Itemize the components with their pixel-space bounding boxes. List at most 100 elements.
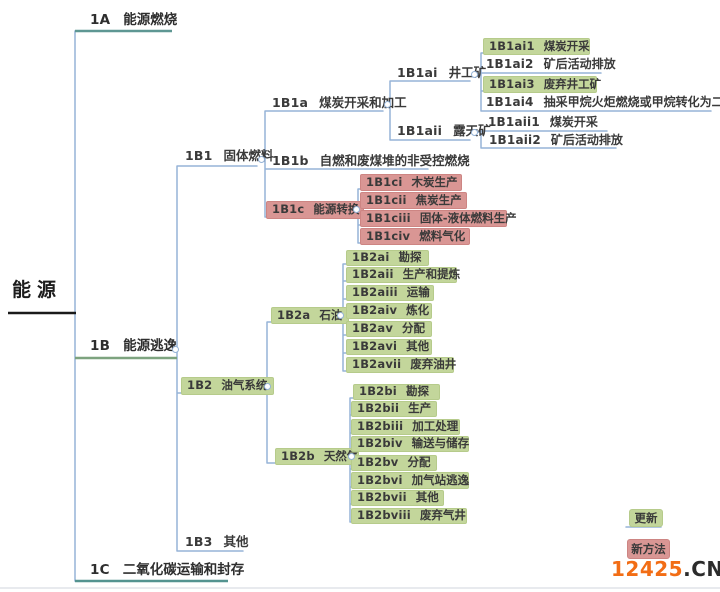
node-1B2aiv[interactable]: 1B2aiv 炼化 bbox=[346, 303, 432, 319]
node-1B2avi[interactable]: 1B2avi 其他 bbox=[346, 339, 432, 355]
node-code: 1B bbox=[90, 338, 111, 354]
node-1B1ai1[interactable]: 1B1ai1 煤炭开采 bbox=[483, 38, 590, 55]
node-code: 1B1aii2 bbox=[489, 133, 541, 147]
node-code: 1B2avii bbox=[352, 357, 402, 372]
collapse-toggle-1B1c[interactable] bbox=[353, 206, 360, 213]
node-code: 1B2av bbox=[352, 321, 394, 336]
node-label: 木炭生产 bbox=[411, 174, 458, 189]
node-label: 固体-液体燃料生产 bbox=[419, 210, 517, 225]
node-code: 1B1cii bbox=[366, 192, 407, 207]
collapse-toggle-1B2b[interactable] bbox=[348, 453, 355, 460]
legend-new-method-label: 新方法 bbox=[631, 542, 666, 556]
node-1B2a[interactable]: 1B2a 石油 bbox=[271, 307, 349, 324]
node-1B2bi[interactable]: 1B2bi 勘探 bbox=[353, 384, 440, 400]
node-1B1ai4[interactable]: 1B1ai4 抽采甲烷火炬燃烧或甲烷转化为二氧化碳 bbox=[486, 95, 720, 110]
node-1B2bviii[interactable]: 1B2bviii 废弃气井 bbox=[351, 508, 467, 524]
node-1B2aiii[interactable]: 1B2aiii 运输 bbox=[346, 285, 434, 301]
node-1B2bvii[interactable]: 1B2bvii 其他 bbox=[351, 490, 444, 506]
node-code: 1B2avi bbox=[352, 339, 398, 354]
node-code: 1A bbox=[90, 12, 111, 28]
node-code: 1B1aii bbox=[397, 123, 443, 138]
node-label: 煤炭开采 bbox=[543, 38, 590, 53]
node-code: 1B2bvii bbox=[357, 490, 407, 505]
node-label: 勘探 bbox=[405, 384, 429, 399]
node-1B1civ[interactable]: 1B1civ 燃料气化 bbox=[360, 228, 470, 245]
node-1B2avii[interactable]: 1B2avii 废弃油井 bbox=[346, 357, 457, 373]
node-code: 1B2bi bbox=[359, 384, 397, 399]
node-1B1ai2[interactable]: 1B1ai2 矿后活动排放 bbox=[486, 57, 616, 72]
node-1B[interactable]: 1B 能源逃逸 bbox=[90, 338, 178, 355]
node-label: 能源逃逸 bbox=[123, 338, 178, 354]
node-label: 其他 bbox=[406, 339, 430, 354]
node-1B1cii[interactable]: 1B1cii 焦炭生产 bbox=[360, 192, 467, 209]
node-label: 加气站逃逸 bbox=[411, 472, 470, 487]
node-code: 1B2bv bbox=[357, 455, 399, 470]
node-1A[interactable]: 1A 能源燃烧 bbox=[90, 12, 177, 29]
node-label: 煤炭开采和加工 bbox=[319, 95, 407, 110]
node-1B2b[interactable]: 1B2b 天然气 bbox=[275, 448, 359, 465]
collapse-toggle-1B1[interactable] bbox=[258, 156, 265, 163]
collapse-toggle-1B1a[interactable] bbox=[384, 101, 391, 108]
node-1B2ai[interactable]: 1B2ai 勘探 bbox=[346, 250, 429, 266]
node-code: 1B2bii bbox=[357, 401, 400, 416]
node-label: 固体燃料 bbox=[223, 148, 274, 163]
node-code: 1B3 bbox=[185, 534, 213, 549]
node-code: 1B2 bbox=[187, 378, 213, 393]
node-1B1c[interactable]: 1B1c 能源转换 bbox=[266, 201, 364, 219]
node-code: 1B2a bbox=[277, 307, 311, 322]
node-label: 分配 bbox=[402, 321, 426, 336]
node-root[interactable]: 能源 bbox=[12, 279, 62, 302]
node-code: 1B2b bbox=[281, 448, 315, 463]
node-label: 废弃气井 bbox=[419, 508, 466, 523]
node-label: 燃料气化 bbox=[419, 228, 466, 243]
collapse-toggle-1B1aii[interactable] bbox=[471, 129, 478, 136]
node-label: 生产和提炼 bbox=[402, 267, 461, 282]
node-1B2bv[interactable]: 1B2bv 分配 bbox=[351, 455, 437, 471]
node-label: 分配 bbox=[407, 455, 431, 470]
node-label: 运输 bbox=[406, 285, 430, 300]
node-label: 矿后活动排放 bbox=[550, 133, 623, 147]
node-1B2biii[interactable]: 1B2biii 加工处理 bbox=[351, 419, 460, 435]
node-1B1aii1[interactable]: 1B1aii1 煤炭开采 bbox=[488, 115, 598, 130]
node-label: 加工处理 bbox=[412, 419, 459, 434]
node-label: 抽采甲烷火炬燃烧或甲烷转化为二氧化碳 bbox=[543, 95, 720, 109]
node-code: 1B2ai bbox=[352, 250, 390, 265]
node-1B1ciii[interactable]: 1B1ciii 固体-液体燃料生产 bbox=[360, 210, 517, 227]
node-code: 1B1civ bbox=[366, 228, 411, 243]
collapse-toggle-1B[interactable] bbox=[172, 346, 179, 353]
node-1B2[interactable]: 1B2 油气系统 bbox=[181, 377, 274, 395]
node-code: 1B1ai3 bbox=[489, 76, 535, 91]
collapse-toggle-1B1ai[interactable] bbox=[471, 71, 478, 78]
node-code: 1B1ai4 bbox=[486, 95, 534, 109]
node-1B2bii[interactable]: 1B2bii 生产 bbox=[351, 401, 437, 417]
node-1B1ai3[interactable]: 1B1ai3 废弃井工矿 bbox=[483, 76, 601, 93]
logo-number: 12425 bbox=[611, 557, 684, 581]
node-label: 井工矿 bbox=[448, 65, 487, 80]
node-1B1b[interactable]: 1B1b 自燃和废煤堆的非受控燃烧 bbox=[272, 153, 470, 168]
node-label: 能源转换 bbox=[313, 202, 360, 217]
legend-update: 更新 bbox=[629, 509, 663, 527]
node-1B2biv[interactable]: 1B2biv 输送与储存 bbox=[351, 436, 469, 452]
node-code: 1C bbox=[90, 562, 110, 578]
node-1B1aii2[interactable]: 1B1aii2 矿后活动排放 bbox=[489, 133, 623, 148]
node-1B2av[interactable]: 1B2av 分配 bbox=[346, 321, 432, 337]
legend-new-method: 新方法 bbox=[627, 539, 670, 559]
collapse-toggle-1B2[interactable] bbox=[264, 383, 271, 390]
node-label: 石油 bbox=[319, 307, 343, 322]
node-code: 1B1ciii bbox=[366, 210, 411, 225]
node-1B2bvi[interactable]: 1B2bvi 加气站逃逸 bbox=[351, 472, 469, 489]
node-1B3[interactable]: 1B3 其他 bbox=[185, 534, 249, 549]
collapse-toggle-1B2a[interactable] bbox=[337, 312, 344, 319]
node-label: 废弃井工矿 bbox=[543, 76, 602, 91]
node-label: 生产 bbox=[408, 401, 432, 416]
node-label: 废弃油井 bbox=[410, 357, 457, 372]
node-label: 煤炭开采 bbox=[549, 115, 598, 129]
logo-suffix: .CN bbox=[683, 557, 720, 581]
node-1C[interactable]: 1C 二氧化碳运输和封存 bbox=[90, 562, 244, 579]
node-code: 1B1ai2 bbox=[486, 57, 534, 71]
node-1B1ci[interactable]: 1B1ci 木炭生产 bbox=[360, 174, 462, 191]
node-1B2aii[interactable]: 1B2aii 生产和提炼 bbox=[346, 267, 460, 283]
node-code: 1B2bvi bbox=[357, 472, 403, 487]
node-label: 矿后活动排放 bbox=[543, 57, 616, 71]
